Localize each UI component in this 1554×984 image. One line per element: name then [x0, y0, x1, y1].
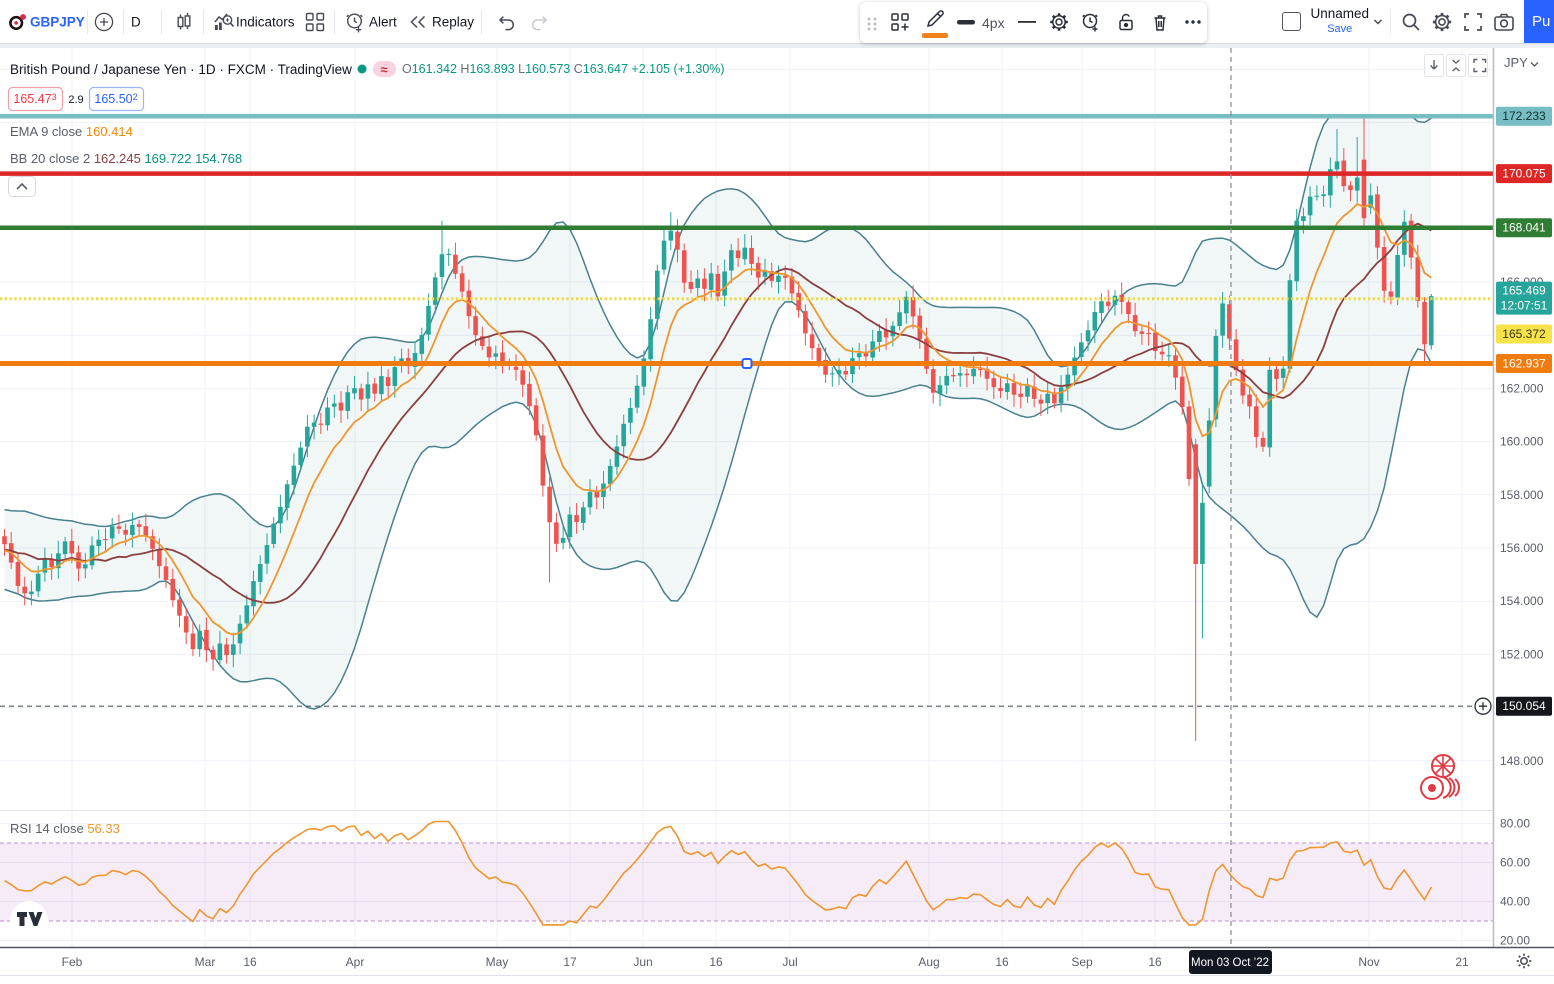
svg-text:Nov: Nov — [1358, 955, 1379, 969]
svg-text:162.000: 162.000 — [1500, 381, 1544, 395]
svg-text:165.473: 165.473 — [13, 92, 56, 106]
svg-text:17: 17 — [563, 955, 577, 969]
svg-text:165.469: 165.469 — [1502, 284, 1546, 298]
svg-text:16: 16 — [1148, 955, 1162, 969]
svg-text:148.000: 148.000 — [1500, 754, 1544, 768]
svg-text:16: 16 — [995, 955, 1009, 969]
svg-text:BB 20 close 2 162.245 169.722: BB 20 close 2 162.245 169.722 154.768 — [10, 151, 242, 166]
svg-text:165.502: 165.502 — [94, 92, 137, 106]
svg-text:20.00: 20.00 — [1500, 934, 1530, 948]
svg-text:Apr: Apr — [346, 955, 365, 969]
svg-text:British Pound / Japanese Yen ·: British Pound / Japanese Yen · 1D · FXCM… — [10, 62, 352, 77]
svg-text:Jul: Jul — [782, 955, 797, 969]
svg-text:12:07:51: 12:07:51 — [1501, 299, 1548, 313]
svg-text:Sep: Sep — [1071, 955, 1093, 969]
svg-text:154.000: 154.000 — [1500, 594, 1544, 608]
svg-text:152.000: 152.000 — [1500, 647, 1544, 661]
svg-text:156.000: 156.000 — [1500, 541, 1544, 555]
svg-text:170.075: 170.075 — [1502, 167, 1546, 181]
svg-text:162.937: 162.937 — [1502, 357, 1546, 371]
svg-text:Aug: Aug — [918, 955, 939, 969]
svg-text:Mar: Mar — [195, 955, 216, 969]
svg-text:2.9: 2.9 — [68, 94, 83, 106]
svg-text:165.372: 165.372 — [1502, 327, 1546, 341]
svg-text:EMA 9 close 160.414: EMA 9 close 160.414 — [10, 124, 133, 139]
svg-text:150.054: 150.054 — [1502, 699, 1546, 713]
svg-text:80.00: 80.00 — [1500, 817, 1530, 831]
svg-text:May: May — [486, 955, 509, 969]
svg-text:21: 21 — [1455, 955, 1469, 969]
svg-text:16: 16 — [243, 955, 257, 969]
svg-text:40.00: 40.00 — [1500, 895, 1530, 909]
svg-text:16: 16 — [709, 955, 723, 969]
svg-text:160.000: 160.000 — [1500, 435, 1544, 449]
svg-text:Jun: Jun — [633, 955, 652, 969]
svg-text:158.000: 158.000 — [1500, 488, 1544, 502]
svg-text:168.041: 168.041 — [1502, 221, 1546, 235]
svg-text:172.233: 172.233 — [1502, 109, 1546, 123]
svg-text:Feb: Feb — [62, 955, 83, 969]
svg-text:RSI 14 close 56.33: RSI 14 close 56.33 — [10, 821, 120, 836]
svg-text:≈: ≈ — [380, 62, 387, 77]
svg-text:O161.342 H163.893 L160.573 C16: O161.342 H163.893 L160.573 C163.647 +2.1… — [402, 62, 725, 76]
svg-text:60.00: 60.00 — [1500, 856, 1530, 870]
svg-text:JPY: JPY — [1504, 55, 1528, 70]
svg-text:Mon 03 Oct ’22: Mon 03 Oct ’22 — [1191, 957, 1269, 969]
